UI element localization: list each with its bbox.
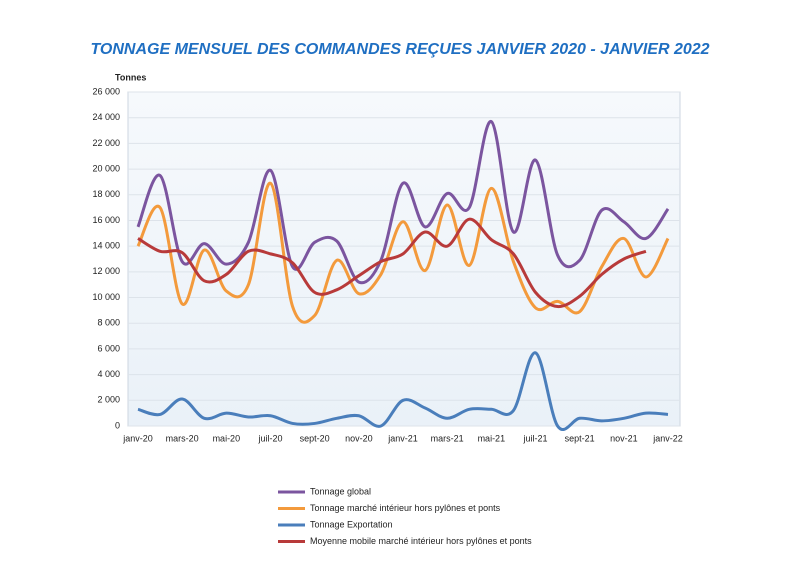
series-line: [136, 181, 670, 324]
x-tick-label: mai-20: [213, 433, 241, 443]
legend-label: Tonnage Exportation: [310, 519, 393, 529]
x-tick-label: nov-21: [610, 433, 638, 443]
y-tick-label: 0: [115, 420, 120, 430]
y-tick-label: 16 000: [92, 215, 120, 225]
series-line: [136, 120, 670, 285]
y-tick-label: 8 000: [97, 318, 120, 328]
x-tick-label: mars-20: [166, 433, 199, 443]
y-tick-label: 18 000: [92, 189, 120, 199]
series-line: [137, 351, 669, 431]
x-tick-label: sept-21: [565, 433, 595, 443]
x-tick-label: mars-21: [431, 433, 464, 443]
y-tick-label: 22 000: [92, 138, 120, 148]
y-tick-label: 10 000: [92, 292, 120, 302]
x-tick-label: janv-22: [652, 433, 683, 443]
y-tick-label: 26 000: [92, 86, 120, 96]
legend-label: Tonnage marché intérieur hors pylônes et…: [310, 503, 501, 513]
x-tick-label: nov-20: [345, 433, 373, 443]
y-axis-label: Tonnes: [115, 72, 146, 82]
y-tick-label: 14 000: [92, 241, 120, 251]
x-tick-label: juil-21: [522, 433, 547, 443]
legend-label: Tonnage global: [310, 486, 371, 496]
x-tick-label: mai-21: [478, 433, 506, 443]
y-tick-label: 20 000: [92, 163, 120, 173]
y-tick-label: 24 000: [92, 112, 120, 122]
chart-title: TONNAGE MENSUEL DES COMMANDES REÇUES JAN…: [90, 41, 709, 58]
x-tick-label: janv-21: [387, 433, 418, 443]
y-tick-label: 2 000: [97, 395, 120, 405]
series-line: [137, 217, 647, 309]
y-tick-label: 12 000: [92, 266, 120, 276]
y-tick-label: 4 000: [97, 369, 120, 379]
legend-label: Moyenne mobile marché intérieur hors pyl…: [310, 536, 532, 546]
x-tick-label: juil-20: [257, 433, 282, 443]
x-tick-label: janv-20: [122, 433, 153, 443]
x-tick-label: sept-20: [300, 433, 330, 443]
y-tick-label: 6 000: [97, 343, 120, 353]
